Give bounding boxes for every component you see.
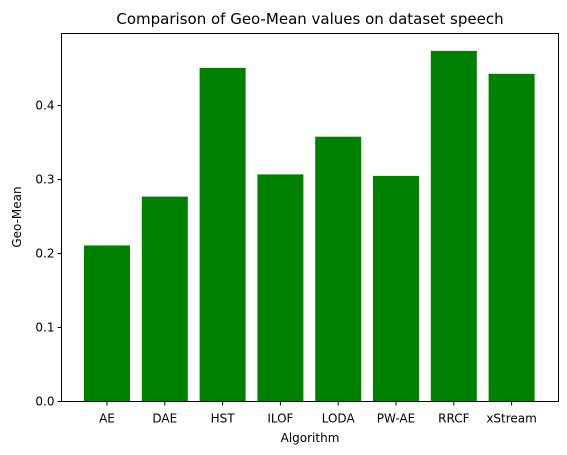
bar-hst bbox=[199, 67, 246, 402]
x-tick-label: xStream bbox=[486, 412, 537, 426]
x-tick-label: HST bbox=[211, 412, 236, 426]
x-tick-label: DAE bbox=[152, 412, 177, 426]
x-tick-label: ILOF bbox=[267, 412, 293, 426]
x-tick-label: PW-AE bbox=[377, 412, 415, 426]
x-tick-label: AE bbox=[99, 412, 115, 426]
y-tick-label: 0.0 bbox=[35, 395, 54, 409]
bar-rrcf bbox=[430, 50, 477, 402]
bar-xstream bbox=[488, 73, 535, 402]
y-tick-label: 0.4 bbox=[35, 99, 54, 113]
bar-dae bbox=[141, 196, 188, 402]
bar-pw-ae bbox=[373, 175, 419, 402]
y-tick-label: 0.1 bbox=[35, 321, 54, 335]
bar-ilof bbox=[257, 174, 304, 402]
y-tick-label: 0.3 bbox=[35, 173, 54, 187]
bars-group bbox=[84, 50, 535, 402]
x-axis: AE DAE HST ILOF LODA PW-AE RRCF xStream bbox=[99, 401, 537, 426]
y-axis-label: Geo-Mean bbox=[10, 186, 24, 247]
plot-frame bbox=[61, 33, 559, 402]
bar-ae bbox=[84, 245, 130, 402]
bar-loda bbox=[315, 136, 362, 402]
y-axis: 0.0 0.1 0.2 0.3 0.4 bbox=[35, 99, 62, 409]
y-tick-label: 0.2 bbox=[35, 247, 54, 261]
x-tick-label: LODA bbox=[322, 412, 356, 426]
x-axis-label: Algorithm bbox=[281, 431, 340, 445]
chart-title: Comparison of Geo-Mean values on dataset… bbox=[116, 10, 503, 28]
x-tick-label: RRCF bbox=[438, 412, 469, 426]
